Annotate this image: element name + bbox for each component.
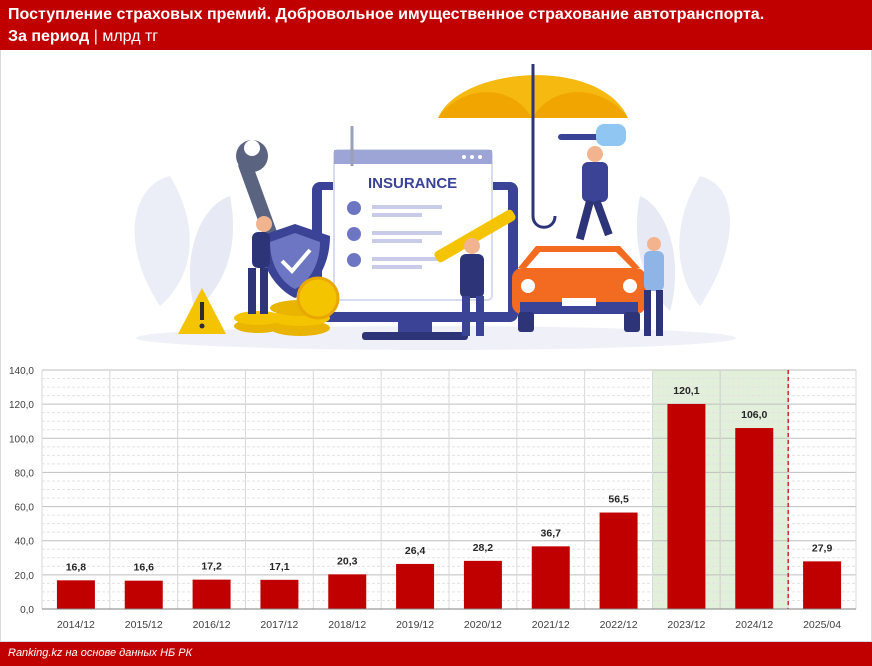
data-label: 27,9 [812,542,833,554]
data-label: 36,7 [541,527,562,539]
x-tick-label: 2023/12 [667,619,705,631]
right-leaf-decoration [679,176,730,306]
unit-label: млрд тг [102,28,159,45]
chart-subtitle: За период | млрд тг [8,28,158,46]
data-label: 17,1 [269,561,290,573]
bar-2019-12 [396,563,435,609]
left-leaf-decoration [134,176,190,306]
coins-icon [234,276,340,336]
person-with-key [558,124,626,241]
chart-title: Поступление страховых премий. Добровольн… [8,6,765,23]
bar-2020-12 [463,560,502,609]
y-tick-label: 0,0 [20,605,34,616]
insurance-illustration: INSURANCE [134,64,736,350]
x-tick-label: 2025/04 [803,619,841,631]
x-tick-label: 2019/12 [396,619,434,631]
data-label: 17,2 [201,561,222,573]
person-with-phone [644,237,664,336]
bar-2014-12 [56,580,95,609]
period-label: За период [8,28,90,45]
x-tick-label: 2014/12 [57,619,95,631]
data-label: 16,6 [134,562,155,574]
y-tick-label: 140,0 [9,366,34,377]
bar-2015-12 [124,580,163,609]
bar-2017-12 [260,579,299,609]
car-icon [512,246,646,332]
bar-chart: 16,8 2014/12 16,6 2015/12 17,2 2016/12 17,1 201… [9,366,857,631]
bar-2016-12 [192,579,231,609]
title-separator: | [93,28,98,45]
y-tick-label: 100,0 [9,434,34,445]
bar-2022-12 [599,512,638,609]
footer-bar: Ranking.kz на основе данных НБ РК [0,642,872,666]
data-label: 28,2 [473,542,494,554]
bar-2018-12 [328,574,367,609]
data-label: 106,0 [741,409,767,421]
warning-icon [178,288,226,334]
x-tick-label: 2024/12 [735,619,773,631]
data-label: 16,8 [66,561,87,573]
data-label: 20,3 [337,555,358,567]
data-label: 26,4 [405,545,426,557]
y-tick-label: 20,0 [15,571,35,582]
person-with-pencil [434,209,516,336]
person-with-shield [248,216,272,314]
source-note: Ranking.kz на основе данных НБ РК [8,647,193,659]
x-tick-label: 2018/12 [328,619,366,631]
x-tick-label: 2017/12 [260,619,298,631]
bar-2025-04 [803,561,842,609]
x-tick-label: 2015/12 [125,619,163,631]
y-tick-label: 60,0 [15,503,35,514]
y-tick-label: 40,0 [15,537,35,548]
x-tick-label: 2021/12 [532,619,570,631]
bar-2023-12 [667,403,706,609]
umbrella-icon [438,64,628,229]
bar-2024-12 [735,428,774,609]
header-bar: Поступление страховых премий. Добровольн… [0,0,872,50]
y-tick-label: 120,0 [9,400,34,411]
left-leaf-decoration-2 [189,196,234,311]
x-tick-label: 2020/12 [464,619,502,631]
insurance-document-label: INSURANCE [368,175,457,192]
data-label: 120,1 [673,385,699,397]
bar-2021-12 [531,546,570,609]
y-tick-label: 80,0 [15,468,35,479]
x-tick-label: 2022/12 [600,619,638,631]
x-tick-label: 2016/12 [193,619,231,631]
data-label: 56,5 [608,494,629,506]
